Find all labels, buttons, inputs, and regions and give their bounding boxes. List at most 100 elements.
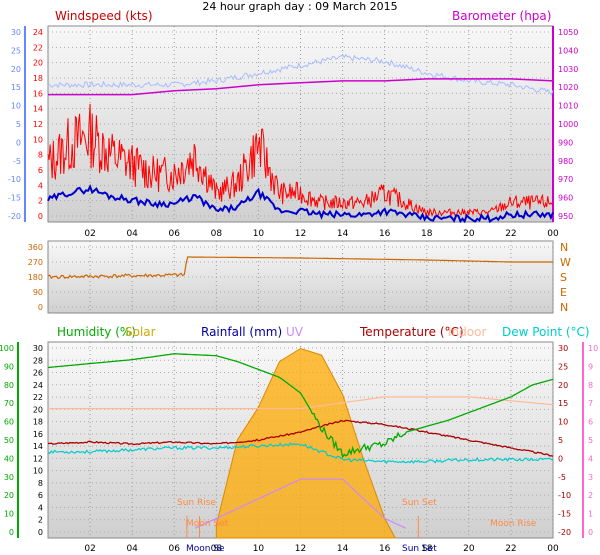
rain-y-tick-label: 14 — [33, 442, 43, 451]
far-right-y-tick-label: 10 — [588, 344, 598, 353]
x-tick-label-bottom: 18 — [421, 544, 433, 554]
compass-label: W — [560, 256, 571, 269]
rain-y-tick-label: 20 — [33, 405, 43, 414]
far-right-y-tick-label: 9 — [588, 362, 593, 371]
x-tick-label-bottom: 02 — [84, 544, 95, 554]
rain-y-tick-label: 16 — [33, 430, 43, 439]
x-tick-label-bottom: 00 — [547, 544, 559, 554]
rain-y-tick-label: 18 — [33, 418, 43, 427]
annotation-moon-set-axis: Moon Se — [186, 544, 225, 554]
rain-y-tick-label: 28 — [33, 356, 43, 365]
humidity-y-tick-label: 40 — [4, 454, 14, 463]
wind-panel-marks — [47, 53, 554, 224]
baro-y-tick-label: 1010 — [558, 102, 578, 111]
wind-y-tick-label: 8 — [38, 151, 43, 160]
x-tick-label-bottom: 04 — [126, 544, 138, 554]
baro-y-tick-label: 1050 — [558, 28, 578, 37]
temp-far-left-y-tick-label: -20 — [8, 212, 21, 221]
wind-y-tick-label: 6 — [38, 166, 43, 175]
temp-right-y-tick-label: 20 — [558, 381, 568, 390]
rain-y-tick-label: 4 — [38, 503, 43, 512]
far-right-y-tick-label: 2 — [588, 491, 593, 500]
x-tick-label-bottom: 16 — [379, 544, 391, 554]
x-tick-label-top: 00 — [547, 229, 559, 239]
far-right-y-tick-label: 7 — [588, 399, 593, 408]
direction-y-tick-label: 180 — [28, 273, 43, 282]
wind-y-tick-label: 18 — [33, 74, 43, 83]
temp-far-left-y-tick-label: 15 — [11, 83, 21, 92]
x-tick-label-top: 06 — [169, 229, 181, 239]
direction-y-tick-label: 360 — [28, 243, 43, 252]
humidity-y-tick-label: 100 — [0, 344, 14, 353]
temp-right-y-tick-label: -5 — [558, 473, 566, 482]
series-uv-line — [195, 478, 406, 529]
temp-far-left-y-tick-label: 0 — [16, 138, 21, 147]
baro-y-tick-label: 980 — [558, 157, 573, 166]
x-tick-label-top: 16 — [379, 229, 391, 239]
legend-solar: Solar — [125, 325, 156, 339]
baro-y-tick-label: 970 — [558, 175, 573, 184]
rain-y-tick-label: 0 — [38, 528, 43, 537]
humidity-y-tick-label: 70 — [4, 399, 14, 408]
temp-right-y-tick-label: -10 — [558, 491, 571, 500]
series-indoor-line — [48, 396, 554, 410]
legend-indoor: Indoor — [448, 325, 486, 339]
series-dewpoint-line — [47, 442, 554, 465]
humidity-y-tick-label: 10 — [4, 510, 14, 519]
annotation-moon-rise: Moon Rise — [490, 519, 537, 529]
far-right-y-tick-label: 0 — [588, 528, 593, 537]
series-temperature-line — [47, 419, 554, 457]
humidity-y-tick-label: 20 — [4, 491, 14, 500]
temp-far-left-y-tick-label: 10 — [11, 102, 21, 111]
temp-far-left-y-tick-label: -10 — [8, 175, 21, 184]
temp-far-left-y-tick-label: -5 — [13, 157, 21, 166]
direction-y-tick-label: 270 — [28, 258, 43, 267]
far-right-y-tick-label: 8 — [588, 381, 593, 390]
x-tick-label-bottom: 10 — [253, 544, 265, 554]
axis-ticks: 0202040406060808101012121414161618182020… — [0, 26, 598, 554]
annotation-sun-set: Sun Set — [402, 498, 437, 508]
x-tick-label-bottom: 06 — [169, 544, 181, 554]
humidity-y-tick-label: 0 — [9, 528, 14, 537]
temp-far-left-y-tick-label: 20 — [11, 65, 21, 74]
x-tick-label-top: 10 — [253, 229, 265, 239]
rain-y-tick-label: 30 — [33, 344, 43, 353]
wind-y-tick-label: 2 — [38, 197, 43, 206]
far-right-y-tick-label: 3 — [588, 473, 593, 482]
legend-barometer: Barometer (hpa) — [452, 9, 551, 23]
humidity-y-tick-label: 80 — [4, 381, 14, 390]
rain-y-tick-label: 22 — [33, 393, 43, 402]
series-wind-direction-line — [47, 256, 553, 280]
baro-y-tick-label: 950 — [558, 212, 573, 221]
direction-y-tick-label: 90 — [33, 288, 43, 297]
x-tick-label-top: 08 — [211, 229, 223, 239]
weather-panel-marks — [47, 347, 554, 539]
x-tick-label-top: 14 — [337, 229, 349, 239]
annotation-sun-rise: Sun Rise — [177, 498, 216, 508]
series-wind-average-line — [47, 184, 554, 224]
far-right-y-tick-label: 5 — [588, 436, 593, 445]
wind-y-tick-label: 22 — [33, 43, 43, 52]
legend-temperature: Temperature (°C) — [359, 325, 464, 339]
baro-y-tick-label: 1000 — [558, 120, 578, 129]
far-right-y-tick-label: 1 — [588, 510, 593, 519]
x-tick-label-top: 20 — [463, 229, 475, 239]
page-title: 24 hour graph day : 09 March 2015 — [202, 0, 397, 13]
rain-y-tick-label: 26 — [33, 369, 43, 378]
rain-y-tick-label: 10 — [33, 467, 43, 476]
temp-far-left-y-tick-label: -15 — [8, 194, 21, 203]
compass-label: S — [560, 271, 567, 284]
x-tick-label-top: 12 — [295, 229, 306, 239]
x-tick-label-top: 18 — [421, 229, 433, 239]
x-tick-label-bottom: 08 — [211, 544, 223, 554]
temp-right-y-tick-label: 5 — [558, 436, 563, 445]
rain-y-tick-label: 2 — [38, 516, 43, 525]
legend-windspeed: Windspeed (kts) — [55, 9, 153, 23]
wind-y-tick-label: 20 — [33, 59, 43, 68]
compass-label: E — [560, 286, 567, 299]
temp-right-y-tick-label: 30 — [558, 344, 568, 353]
wind-y-tick-label: 10 — [33, 135, 43, 144]
far-right-y-tick-label: 6 — [588, 418, 593, 427]
legend-uv: UV — [286, 325, 304, 339]
